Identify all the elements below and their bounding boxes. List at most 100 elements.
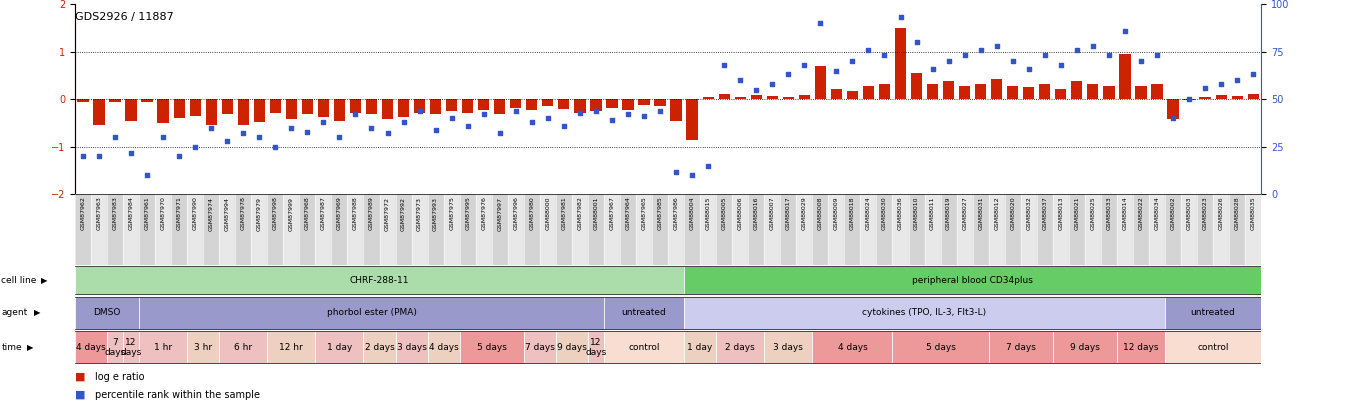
- Point: [281, 125, 302, 131]
- Bar: [411, 194, 428, 265]
- Text: GSM88021: GSM88021: [1075, 196, 1079, 230]
- Text: GSM88023: GSM88023: [1203, 196, 1208, 230]
- Text: GSM88027: GSM88027: [962, 196, 967, 230]
- Bar: [588, 331, 603, 363]
- Text: GSM88004: GSM88004: [689, 196, 695, 230]
- Bar: [1167, 99, 1178, 119]
- Text: GSM88002: GSM88002: [1170, 196, 1175, 230]
- Text: GSM87983: GSM87983: [113, 196, 117, 230]
- Bar: [1117, 331, 1165, 363]
- Text: 6 hr: 6 hr: [234, 343, 252, 352]
- Bar: [381, 99, 394, 119]
- Text: GSM88019: GSM88019: [947, 196, 951, 230]
- Point: [312, 119, 334, 125]
- Text: GDS2926 / 11887: GDS2926 / 11887: [75, 12, 174, 22]
- Text: 12 days: 12 days: [1124, 343, 1159, 352]
- Bar: [812, 331, 892, 363]
- Point: [169, 153, 191, 160]
- Bar: [844, 194, 861, 265]
- Point: [136, 172, 158, 179]
- Point: [456, 123, 478, 129]
- Bar: [622, 99, 633, 110]
- Bar: [219, 331, 267, 363]
- Point: [264, 144, 286, 150]
- Point: [650, 107, 671, 114]
- Bar: [670, 99, 682, 121]
- Bar: [395, 331, 428, 363]
- Bar: [620, 194, 636, 265]
- Text: GSM88018: GSM88018: [850, 196, 855, 230]
- Bar: [317, 99, 330, 117]
- Point: [809, 20, 831, 26]
- Text: GSM87998: GSM87998: [272, 196, 278, 230]
- Bar: [684, 331, 716, 363]
- Bar: [684, 297, 1165, 329]
- Text: control: control: [1197, 343, 1229, 352]
- Point: [392, 119, 414, 125]
- Bar: [478, 99, 489, 110]
- Bar: [414, 99, 425, 113]
- Point: [1017, 66, 1039, 72]
- Point: [1081, 43, 1103, 49]
- Point: [1178, 96, 1200, 102]
- Bar: [780, 194, 797, 265]
- Point: [842, 58, 864, 64]
- Point: [104, 134, 125, 141]
- Bar: [667, 194, 684, 265]
- Text: GSM88011: GSM88011: [930, 196, 936, 230]
- Text: GSM88016: GSM88016: [753, 196, 759, 230]
- Text: GSM88022: GSM88022: [1139, 196, 1144, 230]
- Bar: [1229, 194, 1245, 265]
- Text: GSM87980: GSM87980: [530, 196, 534, 230]
- Bar: [895, 28, 906, 99]
- Text: GSM87999: GSM87999: [289, 196, 294, 230]
- Bar: [603, 331, 684, 363]
- Point: [473, 111, 494, 118]
- Text: GSM87965: GSM87965: [642, 196, 647, 230]
- Bar: [590, 99, 602, 111]
- Bar: [75, 297, 139, 329]
- Bar: [877, 194, 892, 265]
- Text: GSM88012: GSM88012: [994, 196, 1000, 230]
- Point: [1211, 81, 1233, 87]
- Bar: [253, 99, 264, 122]
- Bar: [716, 331, 764, 363]
- Bar: [78, 99, 89, 102]
- Text: GSM87968: GSM87968: [305, 196, 311, 230]
- Text: agent: agent: [1, 308, 27, 318]
- Bar: [1120, 54, 1130, 99]
- Bar: [783, 97, 794, 99]
- Bar: [395, 194, 411, 265]
- Bar: [508, 194, 524, 265]
- Point: [120, 149, 142, 156]
- Bar: [1165, 194, 1181, 265]
- Bar: [1072, 81, 1083, 99]
- Text: GSM88026: GSM88026: [1219, 196, 1223, 230]
- Bar: [943, 81, 955, 99]
- Text: cytokines (TPO, IL-3, Flt3-L): cytokines (TPO, IL-3, Flt3-L): [862, 308, 986, 318]
- Point: [714, 62, 735, 68]
- Bar: [364, 331, 395, 363]
- Bar: [286, 99, 297, 119]
- Bar: [1007, 86, 1019, 99]
- Point: [697, 162, 719, 169]
- Bar: [270, 99, 281, 113]
- Bar: [283, 194, 300, 265]
- Text: GSM88009: GSM88009: [834, 196, 839, 230]
- Bar: [206, 99, 217, 126]
- Point: [986, 43, 1008, 49]
- Bar: [189, 99, 200, 116]
- Text: time: time: [1, 343, 22, 352]
- Bar: [764, 194, 780, 265]
- Text: GSM87961: GSM87961: [144, 196, 150, 230]
- Bar: [316, 331, 364, 363]
- Point: [794, 62, 816, 68]
- Text: GSM87974: GSM87974: [208, 196, 214, 230]
- Text: GSM88003: GSM88003: [1186, 196, 1192, 230]
- Text: GSM87988: GSM87988: [353, 196, 358, 230]
- Bar: [139, 331, 187, 363]
- Point: [1162, 115, 1184, 122]
- Text: GSM87985: GSM87985: [658, 196, 662, 230]
- Bar: [719, 94, 730, 99]
- Point: [441, 115, 463, 122]
